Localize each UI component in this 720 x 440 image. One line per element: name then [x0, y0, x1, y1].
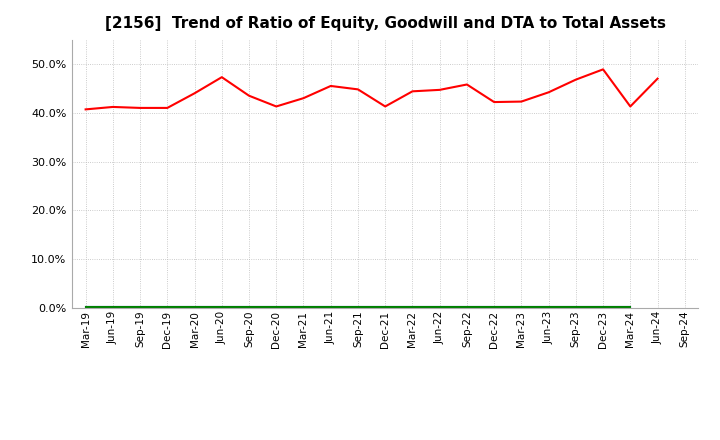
Deferred Tax Assets	[354, 304, 362, 310]
Equity	[544, 90, 553, 95]
Equity	[326, 83, 335, 88]
Equity	[462, 82, 471, 87]
Equity	[245, 93, 253, 99]
Equity	[354, 87, 362, 92]
Equity	[653, 76, 662, 81]
Goodwill	[272, 304, 281, 309]
Equity	[272, 104, 281, 109]
Deferred Tax Assets	[272, 304, 281, 310]
Deferred Tax Assets	[462, 304, 471, 310]
Deferred Tax Assets	[163, 304, 171, 310]
Equity	[81, 107, 90, 112]
Equity	[572, 77, 580, 82]
Line: Equity: Equity	[86, 70, 657, 110]
Deferred Tax Assets	[109, 304, 117, 310]
Equity	[163, 105, 171, 110]
Goodwill	[381, 304, 390, 309]
Goodwill	[626, 304, 634, 309]
Deferred Tax Assets	[490, 304, 498, 310]
Deferred Tax Assets	[245, 304, 253, 310]
Equity	[408, 89, 417, 94]
Deferred Tax Assets	[544, 304, 553, 310]
Equity	[381, 104, 390, 109]
Goodwill	[436, 304, 444, 309]
Equity	[599, 67, 608, 72]
Deferred Tax Assets	[300, 304, 308, 310]
Goodwill	[462, 304, 471, 309]
Equity	[517, 99, 526, 104]
Deferred Tax Assets	[136, 304, 145, 310]
Goodwill	[245, 304, 253, 309]
Goodwill	[217, 304, 226, 309]
Goodwill	[572, 304, 580, 309]
Goodwill	[408, 304, 417, 309]
Deferred Tax Assets	[381, 304, 390, 310]
Equity	[190, 91, 199, 96]
Equity	[109, 104, 117, 110]
Equity	[300, 95, 308, 101]
Goodwill	[81, 304, 90, 309]
Deferred Tax Assets	[326, 304, 335, 310]
Goodwill	[109, 304, 117, 309]
Goodwill	[300, 304, 308, 309]
Deferred Tax Assets	[626, 304, 634, 310]
Equity	[436, 87, 444, 92]
Goodwill	[136, 304, 145, 309]
Goodwill	[190, 304, 199, 309]
Deferred Tax Assets	[517, 304, 526, 310]
Deferred Tax Assets	[599, 304, 608, 310]
Goodwill	[354, 304, 362, 309]
Goodwill	[326, 304, 335, 309]
Deferred Tax Assets	[408, 304, 417, 310]
Equity	[217, 74, 226, 80]
Equity	[626, 104, 634, 109]
Title: [2156]  Trend of Ratio of Equity, Goodwill and DTA to Total Assets: [2156] Trend of Ratio of Equity, Goodwil…	[104, 16, 666, 32]
Deferred Tax Assets	[572, 304, 580, 310]
Goodwill	[490, 304, 498, 309]
Deferred Tax Assets	[436, 304, 444, 310]
Deferred Tax Assets	[190, 304, 199, 310]
Deferred Tax Assets	[81, 304, 90, 310]
Goodwill	[163, 304, 171, 309]
Deferred Tax Assets	[217, 304, 226, 310]
Goodwill	[599, 304, 608, 309]
Equity	[490, 99, 498, 105]
Equity	[136, 105, 145, 110]
Goodwill	[517, 304, 526, 309]
Goodwill	[544, 304, 553, 309]
